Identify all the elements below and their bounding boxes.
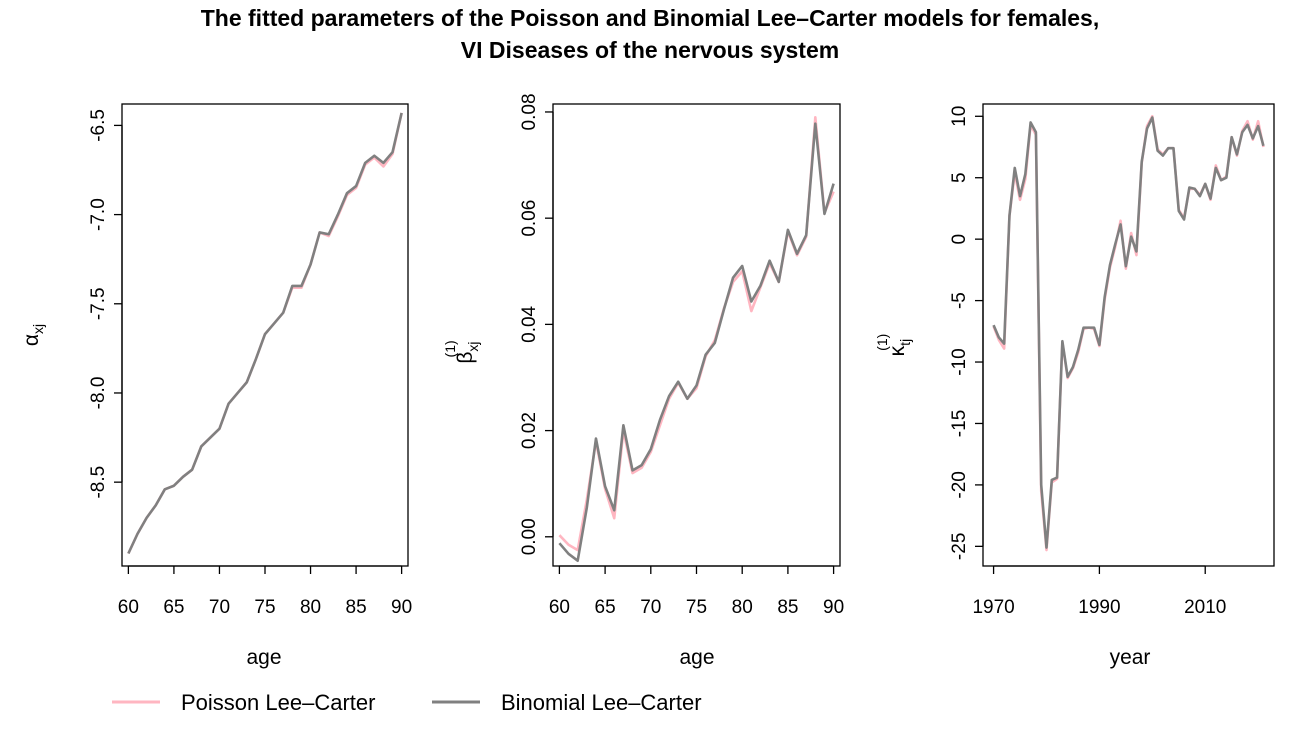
y-axis: 0.00 0.02 0.04 0.06 0.08 <box>519 93 554 555</box>
x-tick-label: 1970 <box>972 597 1014 618</box>
y-tick-label: -7.5 <box>88 287 109 320</box>
y-axis: -25 -20 -15 -10 -5 0 5 10 <box>949 106 984 560</box>
x-tick-label: 2010 <box>1184 597 1226 618</box>
x-tick-label: 85 <box>346 597 367 618</box>
y-tick-label: 0.00 <box>519 518 540 555</box>
x-tick-label: 70 <box>209 597 230 618</box>
y-tick-label: -15 <box>949 410 970 437</box>
x-tick-label: 65 <box>163 597 184 618</box>
series-line-poisson <box>992 114 1265 552</box>
legend-item-binomial: Binomial Lee–Carter <box>432 690 702 715</box>
chart-title-line-2: VI Diseases of the nervous system <box>461 37 839 63</box>
y-tick-label: -7.0 <box>88 198 109 231</box>
series-line-binomial <box>992 116 1265 549</box>
y-tick-label: -10 <box>949 348 970 375</box>
y-axis-label: βxj(1) <box>442 340 481 363</box>
y-tick-label: -5 <box>949 292 970 309</box>
series-lines <box>127 112 403 555</box>
x-tick-label: 60 <box>549 597 570 618</box>
x-tick-label: 60 <box>118 597 139 618</box>
x-tick-label: 90 <box>823 597 844 618</box>
y-tick-label: 0.06 <box>519 200 540 237</box>
x-tick-label: 90 <box>391 597 412 618</box>
y-axis-label: κtj(1) <box>874 334 913 357</box>
legend-item-poisson: Poisson Lee–Carter <box>112 690 375 715</box>
y-axis-label: αxj <box>20 324 46 346</box>
x-axis: 60 65 70 75 80 85 90 <box>118 565 412 618</box>
x-tick-label: 80 <box>732 597 753 618</box>
y-tick-label: 5 <box>949 172 970 183</box>
panel-alpha: 60 65 70 75 80 85 90 -8.5-8.0-7.5-7.0-6.5 age … <box>20 103 412 669</box>
x-tick-label: 75 <box>254 597 275 618</box>
y-tick-label: 0.08 <box>519 93 540 130</box>
series-line-binomial <box>558 122 835 562</box>
y-tick-label: 10 <box>949 106 970 127</box>
y-tick-label: -20 <box>949 471 970 498</box>
panel-kappa: 1970 1990 2010 -25 -20 -15 -10 -5 0 5 10 year κtj… <box>874 103 1275 669</box>
y-tick-label: -8.0 <box>88 377 109 410</box>
series-lines <box>558 115 835 562</box>
panel-beta: 60 65 70 75 80 85 90 0.000.020.040.060.08 age … <box>442 93 844 669</box>
x-tick-label: 85 <box>777 597 798 618</box>
legend-label-binomial: Binomial Lee–Carter <box>501 690 702 715</box>
series-line-binomial <box>127 112 403 555</box>
y-tick-label: 0 <box>949 234 970 245</box>
x-axis-label: age <box>246 646 281 669</box>
y-tick-label: -8.5 <box>88 466 109 499</box>
plot-frame <box>552 103 841 567</box>
y-tick-label: -6.5 <box>88 109 109 142</box>
x-tick-label: 1990 <box>1078 597 1120 618</box>
y-tick-label: -25 <box>949 533 970 560</box>
y-tick-label: 0.02 <box>519 412 540 449</box>
x-axis: 60 65 70 75 80 85 90 <box>549 565 844 618</box>
x-axis-label: age <box>679 646 714 669</box>
legend-label-poisson: Poisson Lee–Carter <box>181 690 375 715</box>
series-line-poisson <box>558 115 835 552</box>
x-tick-label: 80 <box>300 597 321 618</box>
x-tick-label: 75 <box>686 597 707 618</box>
x-axis: 1970 1990 2010 <box>972 565 1226 618</box>
chart-title-line-1: The fitted parameters of the Poisson and… <box>201 5 1100 31</box>
x-axis-label: year <box>1110 646 1151 669</box>
y-tick-label: 0.04 <box>519 305 540 342</box>
series-lines <box>992 114 1265 552</box>
x-tick-label: 70 <box>640 597 661 618</box>
legend: Poisson Lee–Carter Binomial Lee–Carter <box>112 690 702 715</box>
y-axis: -8.5 -8.0 -7.5 -7.0 -6.5 <box>88 109 123 499</box>
x-tick-label: 65 <box>595 597 616 618</box>
